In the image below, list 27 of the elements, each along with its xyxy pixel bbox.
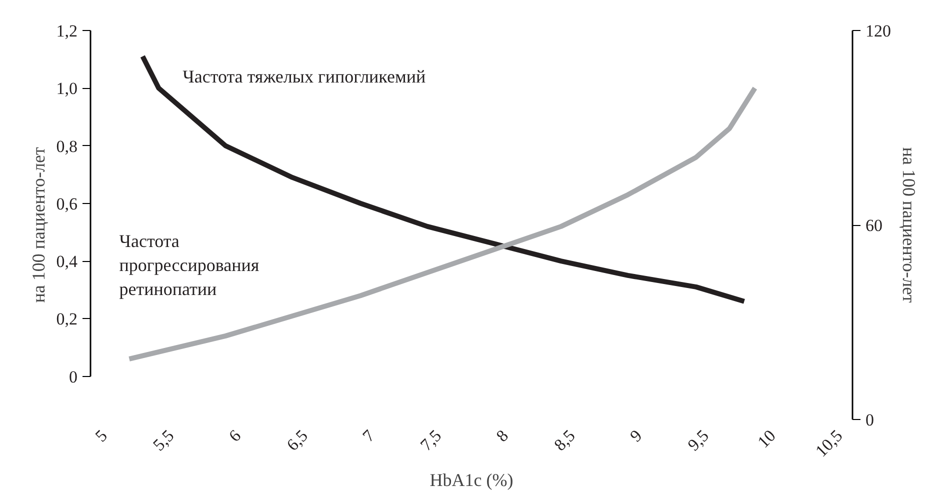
y-axis-title: на 100 пациенто-лет	[28, 147, 48, 303]
y2-tick-label: 120	[866, 22, 891, 40]
y-tick-label: 1,2	[56, 22, 78, 40]
x-tick-label: 9	[626, 426, 646, 446]
y-tick-label: 0	[69, 367, 78, 386]
y-tick-label: 1,0	[56, 79, 78, 98]
x-tick-label: 7	[358, 426, 379, 446]
y2-axis-title: на 100 пациенто-лет	[899, 147, 919, 303]
x-axis-title: HbA1c (%)	[430, 470, 514, 490]
series-label: Частота прогрессирования ретинопатии	[119, 230, 260, 299]
y2-tick-label: 0	[866, 410, 874, 430]
series-label: Частота тяжелых гипогликемий	[182, 66, 426, 86]
x-tick-label: 5	[91, 426, 111, 446]
x-tick-label: 6,5	[283, 426, 312, 455]
y-tick-label: 0,8	[56, 136, 78, 156]
x-tick-label: 6	[225, 426, 245, 446]
y-tick-label: 0,4	[56, 252, 78, 272]
x-tick-label: 7,5	[416, 426, 446, 455]
y-tick-label: 0,2	[56, 310, 78, 329]
y2-tick-label: 60	[866, 216, 882, 235]
x-tick-label: 8	[492, 426, 512, 446]
x-tick-label: 8,5	[550, 426, 579, 455]
x-tick-label: 10,5	[812, 426, 846, 461]
y-tick-label: 0,6	[56, 194, 78, 214]
x-tick-label: 10	[754, 426, 780, 452]
x-tick-label: 5,5	[149, 426, 178, 455]
x-tick-label: 9,5	[684, 426, 713, 455]
